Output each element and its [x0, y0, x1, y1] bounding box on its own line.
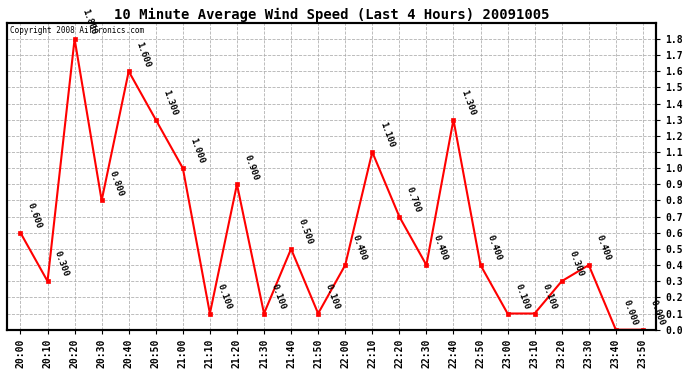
Text: 1.800: 1.800 [80, 8, 98, 36]
Text: 1.300: 1.300 [161, 88, 179, 117]
Text: 0.100: 0.100 [270, 282, 287, 311]
Text: 0.000: 0.000 [622, 298, 639, 327]
Text: 0.100: 0.100 [324, 282, 342, 311]
Text: 1.100: 1.100 [378, 121, 395, 149]
Text: 0.300: 0.300 [53, 250, 71, 278]
Title: 10 Minute Average Wind Speed (Last 4 Hours) 20091005: 10 Minute Average Wind Speed (Last 4 Hou… [114, 8, 549, 22]
Text: 1.600: 1.600 [135, 40, 152, 69]
Text: 0.900: 0.900 [242, 153, 260, 182]
Text: 1.300: 1.300 [459, 88, 477, 117]
Text: 1.000: 1.000 [188, 137, 206, 165]
Text: 0.100: 0.100 [540, 282, 558, 311]
Text: 0.100: 0.100 [215, 282, 233, 311]
Text: 0.400: 0.400 [594, 234, 612, 262]
Text: 0.800: 0.800 [107, 170, 125, 198]
Text: 0.400: 0.400 [351, 234, 368, 262]
Text: 0.400: 0.400 [486, 234, 504, 262]
Text: Copyright 2008 AirTronics.com: Copyright 2008 AirTronics.com [10, 26, 144, 35]
Text: 0.400: 0.400 [432, 234, 450, 262]
Text: 0.700: 0.700 [405, 186, 422, 214]
Text: 0.000: 0.000 [649, 298, 666, 327]
Text: 0.500: 0.500 [297, 218, 314, 246]
Text: 0.300: 0.300 [567, 250, 585, 278]
Text: 0.600: 0.600 [26, 202, 43, 230]
Text: 0.100: 0.100 [513, 282, 531, 311]
